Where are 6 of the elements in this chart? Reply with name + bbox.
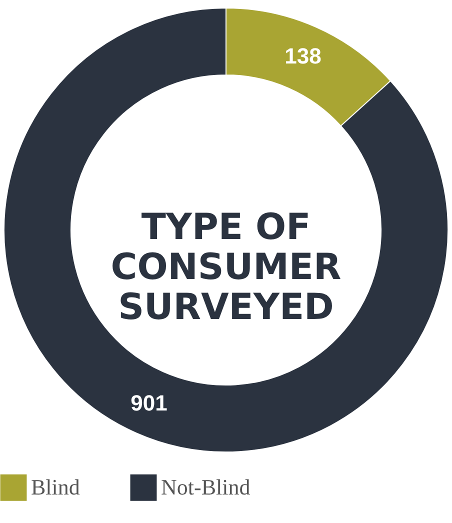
text: TYPE OF CONSUMER SURVEYED: [110, 207, 342, 328]
data-label: 901: [130, 390, 168, 416]
data-label: 138: [284, 43, 322, 68]
legend-label: Blind: [31, 474, 80, 500]
donut-slice: [4, 8, 448, 452]
legend-label: Not-Blind: [161, 474, 250, 500]
